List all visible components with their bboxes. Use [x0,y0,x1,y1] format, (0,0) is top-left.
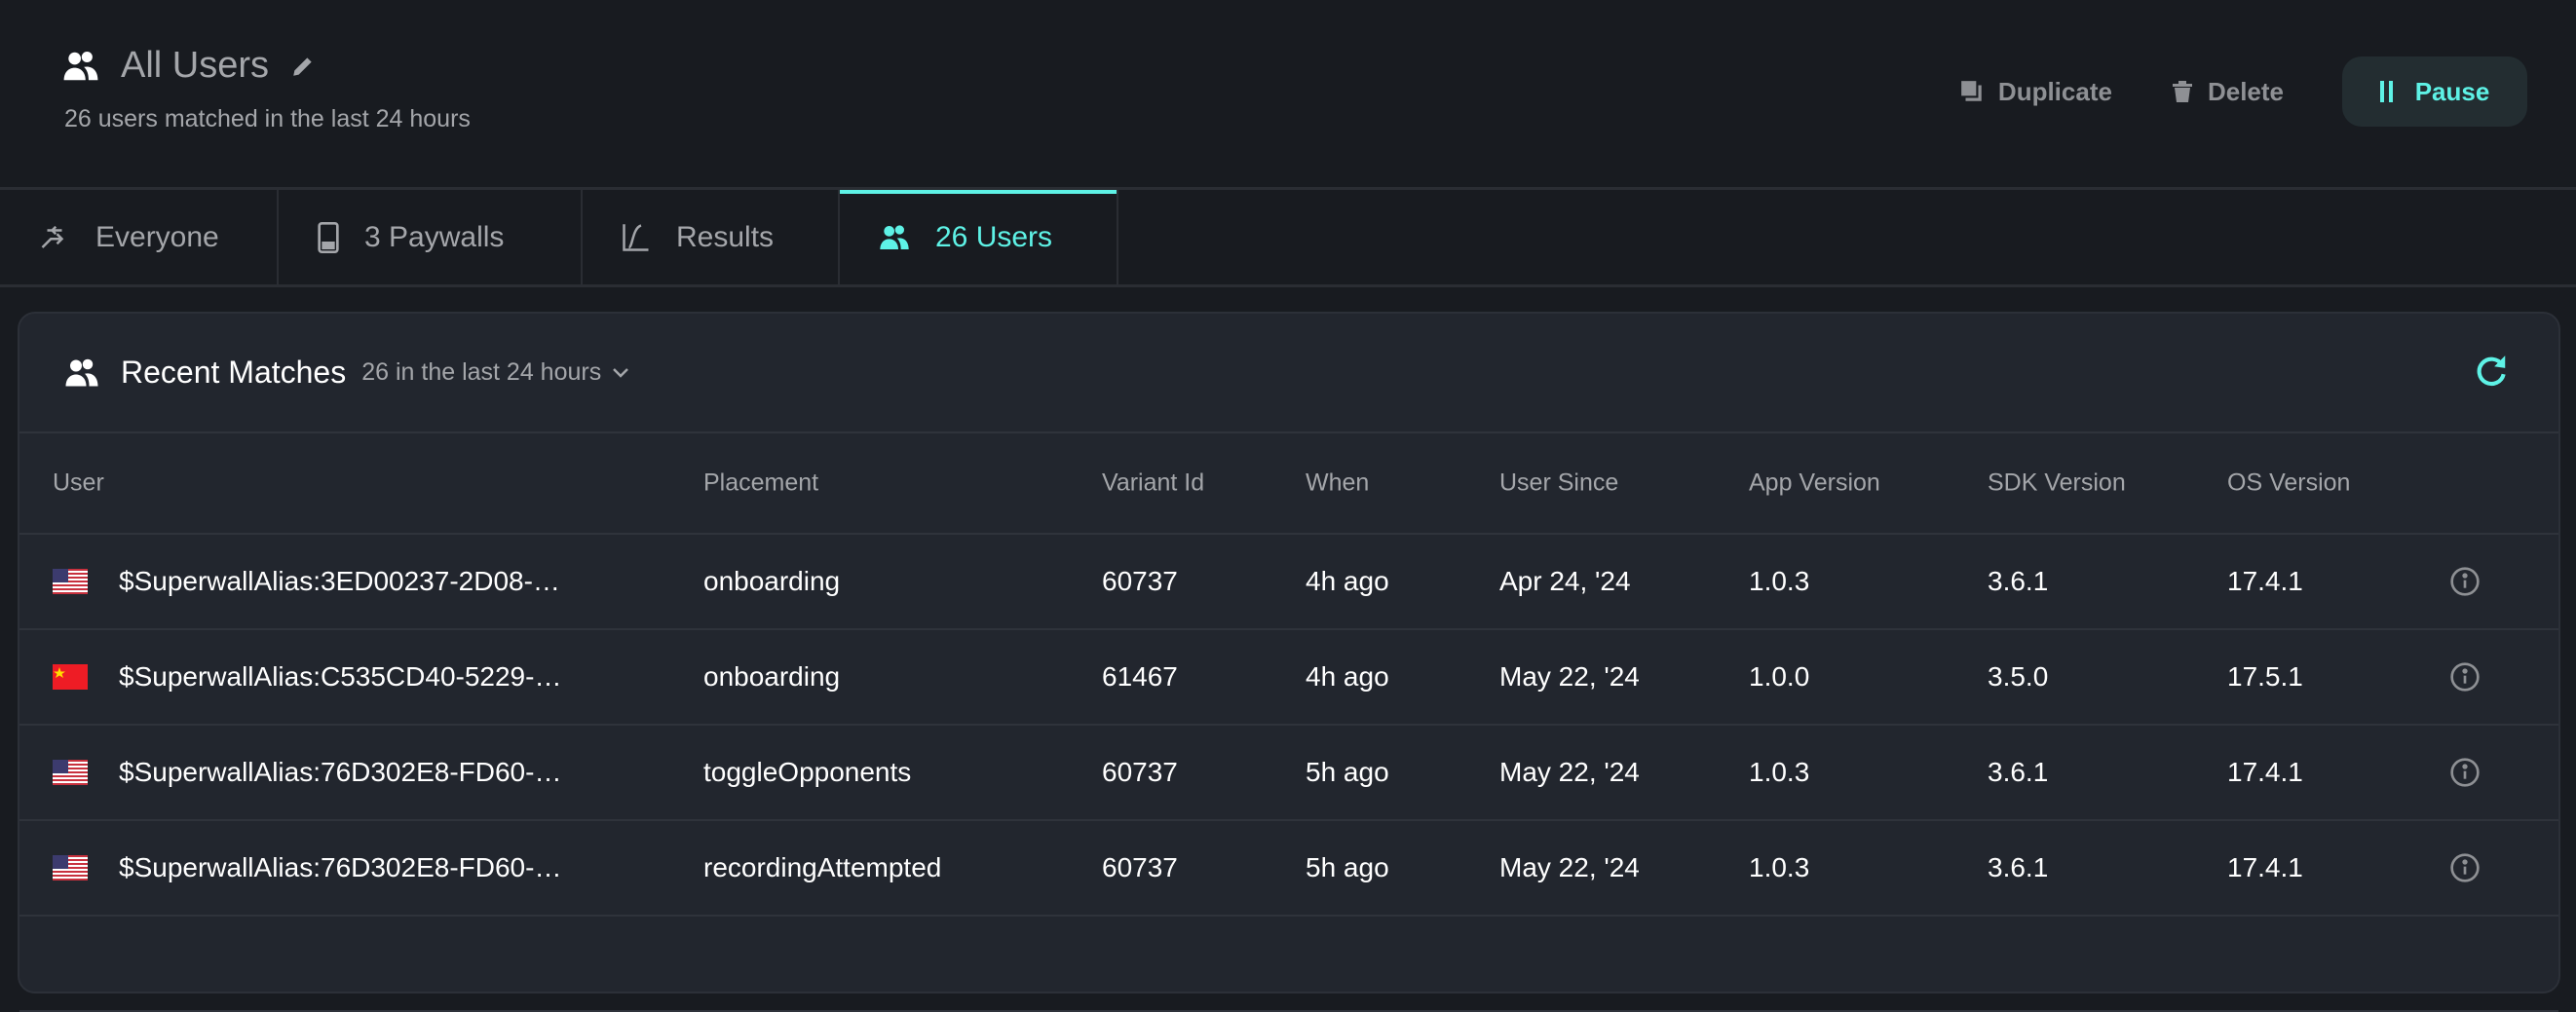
cell-os: 17.4.1 [2227,566,2303,596]
cell-app: 1.0.3 [1749,852,1810,882]
delete-button[interactable]: Delete [2171,77,2284,107]
phone-icon [318,221,339,253]
table-row[interactable]: $SuperwallAlias:76D302E8-FD60-… toggleOpp… [19,726,2558,821]
cell-sdk: 3.5.0 [1988,661,2049,692]
pause-label: Pause [2414,76,2490,106]
pencil-icon[interactable] [290,54,316,79]
cell-since: May 22, '24 [1499,661,1640,692]
tab-users[interactable]: 26 Users [840,190,1118,284]
time-range-label: 26 in the last 24 hours [361,358,602,386]
delete-label: Delete [2207,76,2284,106]
tab-label: Results [676,220,775,253]
tab-label: 26 Users [935,220,1053,253]
cell-variant: 61467 [1102,661,1178,692]
column-header[interactable]: Variant Id [1102,469,1205,497]
cn-flag-icon [53,664,88,690]
duplicate-icon [1961,81,1982,101]
tab-label: 3 Paywalls [364,220,505,253]
cell-user[interactable]: $SuperwallAlias:76D302E8-FD60-… [119,757,562,787]
cell-os: 17.5.1 [2227,661,2303,692]
us-flag-icon [53,760,88,785]
cell-when: 4h ago [1306,661,1389,692]
chevron-down-icon [613,367,629,378]
page-title: All Users [121,45,270,86]
cell-app: 1.0.0 [1749,661,1810,692]
pause-icon [2379,81,2393,102]
route-icon [41,225,64,248]
cell-os: 17.4.1 [2227,852,2303,882]
cell-sdk: 3.6.1 [1988,757,2049,787]
pause-button[interactable]: Pause [2342,56,2527,127]
tab-bar: Everyone 3 Paywalls Results 26 Users [0,190,2576,287]
users-icon [64,356,99,391]
column-header[interactable]: SDK Version [1988,469,2126,497]
duplicate-button[interactable]: Duplicate [1959,77,2112,107]
column-header[interactable]: App Version [1749,469,1880,497]
cell-placement: onboarding [703,661,841,692]
card-title: Recent Matches [121,355,347,390]
info-icon[interactable] [2449,852,2481,883]
cell-user[interactable]: $SuperwallAlias:3ED00237-2D08-… [119,566,560,596]
cell-sdk: 3.6.1 [1988,566,2049,596]
column-header[interactable]: User Since [1499,469,1619,497]
info-icon[interactable] [2449,661,2481,693]
cell-os: 17.4.1 [2227,757,2303,787]
cell-since: May 22, '24 [1499,757,1640,787]
table-row[interactable] [19,917,2558,1012]
cell-since: Apr 24, '24 [1499,566,1631,596]
cell-when: 5h ago [1306,757,1389,787]
column-header[interactable]: User [53,469,104,497]
users-icon [62,48,99,85]
table-row[interactable]: $SuperwallAlias:76D302E8-FD60-… recording… [19,821,2558,917]
cell-app: 1.0.3 [1749,757,1810,787]
cell-variant: 60737 [1102,757,1178,787]
cell-app: 1.0.3 [1749,566,1810,596]
page-subtitle: 26 users matched in the last 24 hours [64,105,471,132]
cell-user[interactable]: $SuperwallAlias:76D302E8-FD60-… [119,852,562,882]
info-icon[interactable] [2449,566,2481,597]
refresh-icon[interactable] [2473,353,2510,390]
recent-matches-card: Recent Matches 26 in the last 24 hours U… [18,312,2560,1012]
column-header[interactable]: When [1306,469,1370,497]
table-row[interactable]: $SuperwallAlias:3ED00237-2D08-… onboardin… [19,535,2558,630]
column-header[interactable]: Placement [703,469,819,497]
cell-variant: 60737 [1102,852,1178,882]
table-header: User Placement Variant Id When User Since App… [19,433,2558,535]
cell-when: 4h ago [1306,566,1389,596]
page-header: All Users 26 users matched in the last 2… [0,0,2576,190]
users-icon [879,222,910,253]
cell-when: 5h ago [1306,852,1389,882]
trash-icon [2172,81,2192,102]
tab-label: Everyone [95,220,219,253]
cell-sdk: 3.6.1 [1988,852,2049,882]
cell-since: May 22, '24 [1499,852,1640,882]
duplicate-label: Duplicate [1997,76,2112,106]
tab-everyone[interactable]: Everyone [0,190,279,284]
time-range-dropdown[interactable]: 26 in the last 24 hours [361,358,630,387]
info-icon[interactable] [2449,757,2481,788]
cell-placement: toggleOpponents [703,757,912,787]
column-header[interactable]: OS Version [2227,469,2351,497]
us-flag-icon [53,569,88,594]
cell-variant: 60737 [1102,566,1178,596]
cell-user[interactable]: $SuperwallAlias:C535CD40-5229-… [119,661,562,692]
cell-placement: onboarding [703,566,841,596]
cell-placement: recordingAttempted [703,852,942,882]
table-row[interactable]: $SuperwallAlias:C535CD40-5229-… onboardin… [19,630,2558,726]
chart-icon [623,223,649,251]
tab-results[interactable]: Results [583,190,840,284]
tab-paywalls[interactable]: 3 Paywalls [279,190,583,284]
us-flag-icon [53,855,88,881]
